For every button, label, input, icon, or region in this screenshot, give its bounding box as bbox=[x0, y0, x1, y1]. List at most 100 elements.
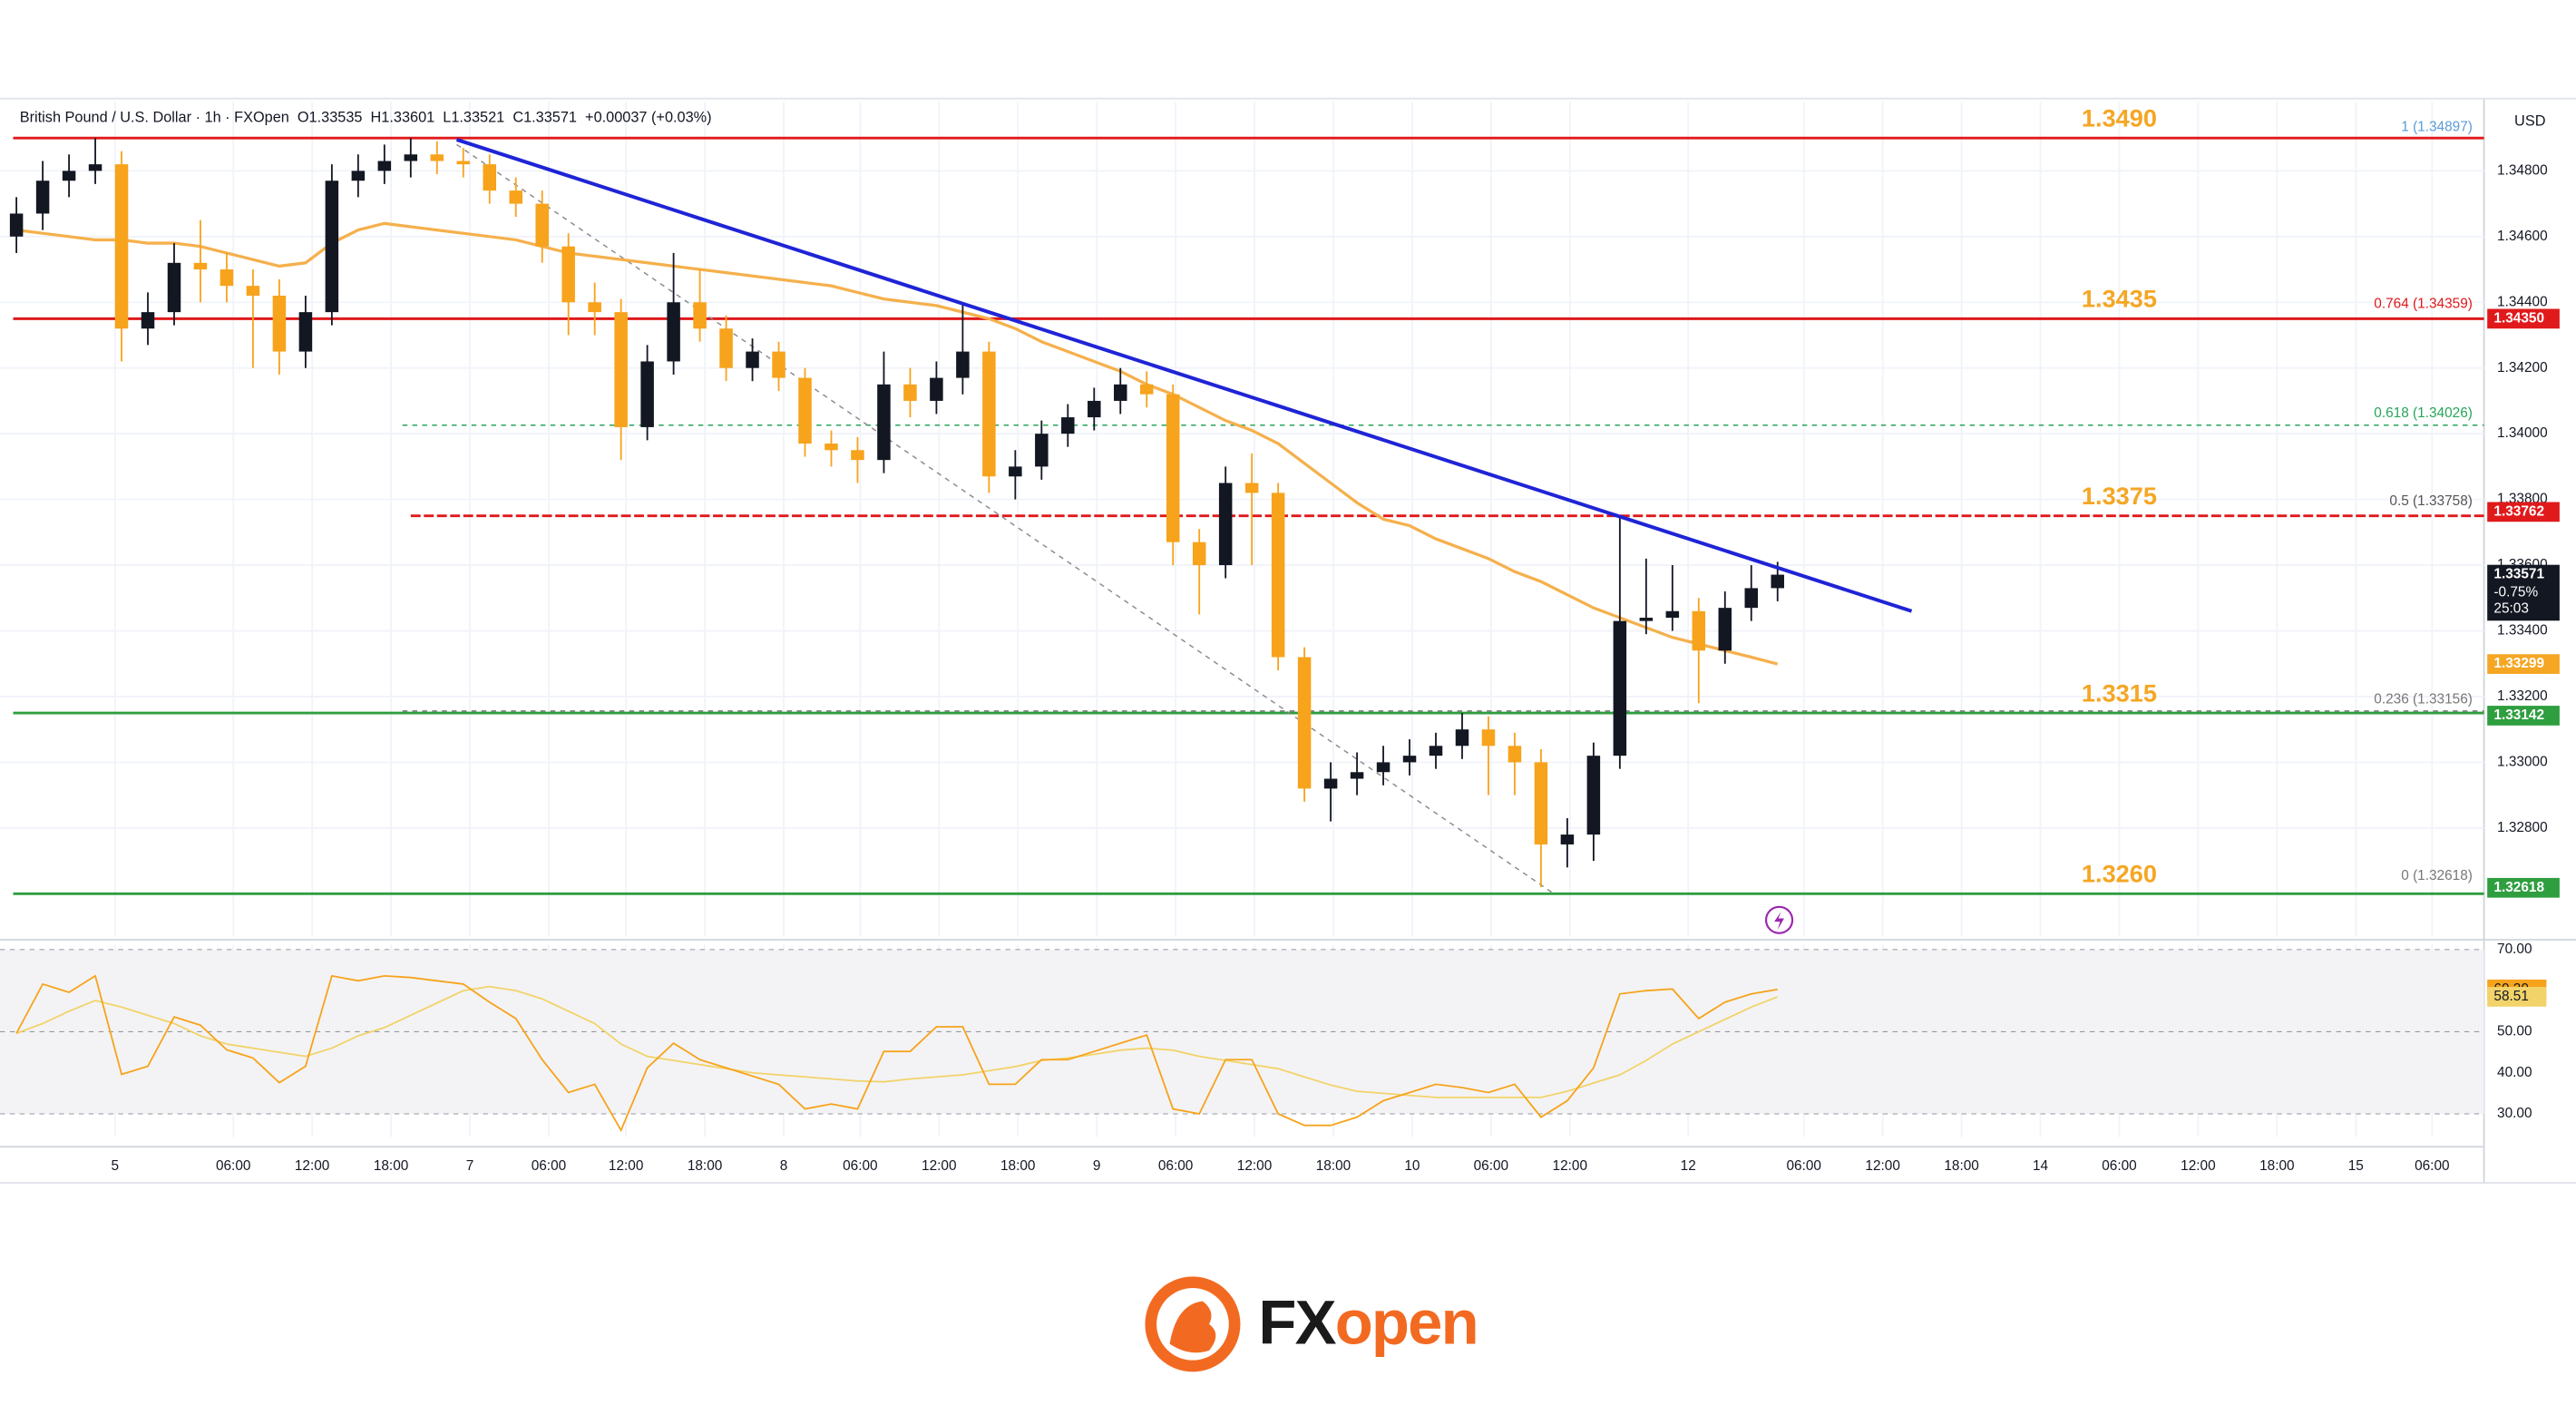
candle-body bbox=[141, 312, 155, 329]
level-label: 1.3435 bbox=[2082, 285, 2157, 313]
rsi-tag-label: 58.51 bbox=[2493, 989, 2528, 1004]
candle-body bbox=[588, 302, 601, 313]
x-tick-label: 12:00 bbox=[295, 1158, 329, 1174]
candle-body bbox=[903, 384, 917, 401]
candle-body bbox=[193, 262, 208, 270]
candle-body bbox=[62, 171, 76, 181]
candle-body bbox=[956, 351, 970, 378]
price-tag-label: 1.32618 bbox=[2493, 880, 2544, 895]
candle-body bbox=[167, 262, 181, 313]
price-tag-label: 1.34350 bbox=[2493, 310, 2544, 326]
candle-body bbox=[746, 351, 759, 368]
y-tick-label: 1.32800 bbox=[2497, 820, 2548, 835]
chart-header: British Pound / U.S. Dollar · 1h · FXOpe… bbox=[20, 110, 712, 126]
x-tick-label: 18:00 bbox=[2259, 1158, 2294, 1174]
candle-body bbox=[35, 181, 50, 214]
x-tick-label: 12:00 bbox=[1553, 1158, 1587, 1174]
fib-diagonal bbox=[456, 143, 1552, 893]
x-tick-label: 7 bbox=[466, 1158, 474, 1174]
level-label: 1.3260 bbox=[2082, 860, 2157, 888]
candle-body bbox=[88, 164, 102, 171]
rsi-line bbox=[15, 974, 1778, 1133]
x-tick-label: 12:00 bbox=[2181, 1158, 2215, 1174]
y-tick-label: 1.34200 bbox=[2497, 360, 2548, 376]
level-label: 1.3375 bbox=[2082, 482, 2157, 510]
x-tick-label: 15 bbox=[2348, 1158, 2364, 1174]
logo-text: FXopen bbox=[1258, 1288, 1477, 1358]
rsi-tag bbox=[2487, 987, 2547, 1007]
axes: 5 06:00 12:00 18:00 7 06:00 12:00 18:00 8 06:00 12… bbox=[112, 162, 2560, 1174]
candle-body bbox=[404, 154, 418, 161]
price-tag bbox=[2487, 654, 2560, 674]
plot: British Pound / U.S. Dollar · 1h · FXOpe… bbox=[9, 103, 2484, 1358]
candle-body bbox=[1718, 608, 1732, 651]
x-tick-label: 06:00 bbox=[216, 1158, 250, 1174]
last-price-change: -0.75% bbox=[2493, 585, 2538, 600]
logo-text: FX bbox=[1258, 1288, 1336, 1358]
fib-label: 1 (1.34897) bbox=[2401, 120, 2473, 135]
candle-body bbox=[1088, 400, 1101, 418]
logo-emblem bbox=[1145, 1276, 1241, 1372]
fib-label: 0 (1.32618) bbox=[2401, 868, 2473, 883]
candle-body bbox=[1218, 483, 1233, 566]
candle-body bbox=[930, 377, 943, 401]
candle-body bbox=[272, 296, 287, 352]
x-tick-label: 18:00 bbox=[1944, 1158, 1978, 1174]
candle-body bbox=[1139, 384, 1154, 395]
fib-label: 0.764 (1.34359) bbox=[2374, 296, 2473, 311]
price-tag bbox=[2487, 308, 2560, 329]
candle-body bbox=[1692, 610, 1706, 651]
x-tick-label: 12:00 bbox=[1865, 1158, 1899, 1174]
last-price-label: 1.33571 bbox=[2493, 567, 2544, 582]
alert-icon bbox=[1764, 905, 1794, 934]
x-tick-label: 12 bbox=[1681, 1158, 1696, 1174]
header-text: +0.00037 (+0.03%) bbox=[585, 110, 712, 126]
candle-body bbox=[1560, 834, 1575, 844]
candle-body bbox=[825, 444, 838, 451]
x-tick-label: 06:00 bbox=[2415, 1158, 2449, 1174]
y-tick-label: 1.33400 bbox=[2497, 623, 2548, 639]
alert-icon bbox=[1774, 912, 1784, 931]
x-tick-label: 06:00 bbox=[1158, 1158, 1193, 1174]
candle-body bbox=[1009, 466, 1022, 477]
x-tick-label: 12:00 bbox=[922, 1158, 956, 1174]
candle-body bbox=[1586, 756, 1601, 835]
x-tick-label: 06:00 bbox=[2102, 1158, 2136, 1174]
candle-body bbox=[1481, 729, 1496, 747]
header-text: British Pound / U.S. Dollar · 1h · FXOpe… bbox=[20, 110, 289, 126]
candle-body bbox=[851, 450, 864, 461]
candle-body bbox=[456, 161, 471, 165]
x-tick-label: 9 bbox=[1093, 1158, 1101, 1174]
header-text: L1.33521 bbox=[443, 110, 504, 126]
candle-body bbox=[298, 312, 313, 352]
y-tick-label: 1.34800 bbox=[2497, 162, 2548, 178]
candle-body bbox=[667, 302, 680, 362]
fib-label: 0.618 (1.34026) bbox=[2374, 405, 2473, 421]
x-tick-label: 12:00 bbox=[1237, 1158, 1272, 1174]
level-label: 1.3315 bbox=[2082, 678, 2157, 707]
rsi-tick-label: 40.00 bbox=[2497, 1065, 2532, 1080]
fib-label: 0.236 (1.33156) bbox=[2374, 691, 2473, 707]
candle-body bbox=[1744, 588, 1759, 609]
candle-body bbox=[246, 286, 260, 297]
header-text: H1.33601 bbox=[371, 110, 435, 126]
candle-body bbox=[1244, 483, 1259, 493]
candle-body bbox=[1114, 384, 1127, 401]
x-tick-label: 18:00 bbox=[374, 1158, 408, 1174]
candle-body bbox=[1323, 778, 1338, 789]
x-tick-label: 18:00 bbox=[688, 1158, 722, 1174]
candle-body bbox=[1376, 762, 1390, 773]
candle-body bbox=[772, 351, 785, 378]
candle-body bbox=[1402, 756, 1417, 763]
rsi-tick-label: 50.00 bbox=[2497, 1024, 2532, 1039]
price-tag-label: 1.33762 bbox=[2493, 503, 2544, 519]
candle-body bbox=[114, 164, 129, 329]
header-text: O1.33535 bbox=[298, 110, 363, 126]
rsi-ma-line bbox=[15, 985, 1779, 1098]
last-price-tag bbox=[2487, 564, 2560, 621]
candle-body bbox=[1297, 657, 1312, 789]
price-tag-label: 1.33299 bbox=[2493, 656, 2544, 671]
candle-body bbox=[1192, 542, 1206, 566]
